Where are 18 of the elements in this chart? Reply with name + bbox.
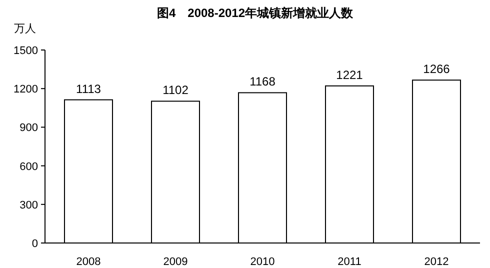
y-tick-label: 600 [20,160,38,173]
y-tick-label: 1200 [14,84,38,96]
data-label: 1102 [162,83,189,98]
data-label: 1113 [76,82,102,96]
x-tick-label: 2011 [338,256,362,268]
data-label: 1168 [250,74,276,89]
x-tick-label: 2012 [424,256,449,268]
y-tick-label: 300 [20,199,38,212]
x-tick-label: 2008 [76,256,101,268]
x-tick-label: 2010 [250,256,275,268]
y-axis-title: 万人 [14,23,36,35]
y-tick-label: 1500 [14,45,38,57]
data-label: 1221 [336,68,364,82]
y-tick-label: 0 [32,238,38,250]
y-tick-label: 900 [20,122,38,134]
data-label: 1266 [423,62,450,76]
chart-title: 图4 2008-2012年城镇新增就业人数 [156,6,354,20]
x-tick-label: 2009 [163,256,188,268]
